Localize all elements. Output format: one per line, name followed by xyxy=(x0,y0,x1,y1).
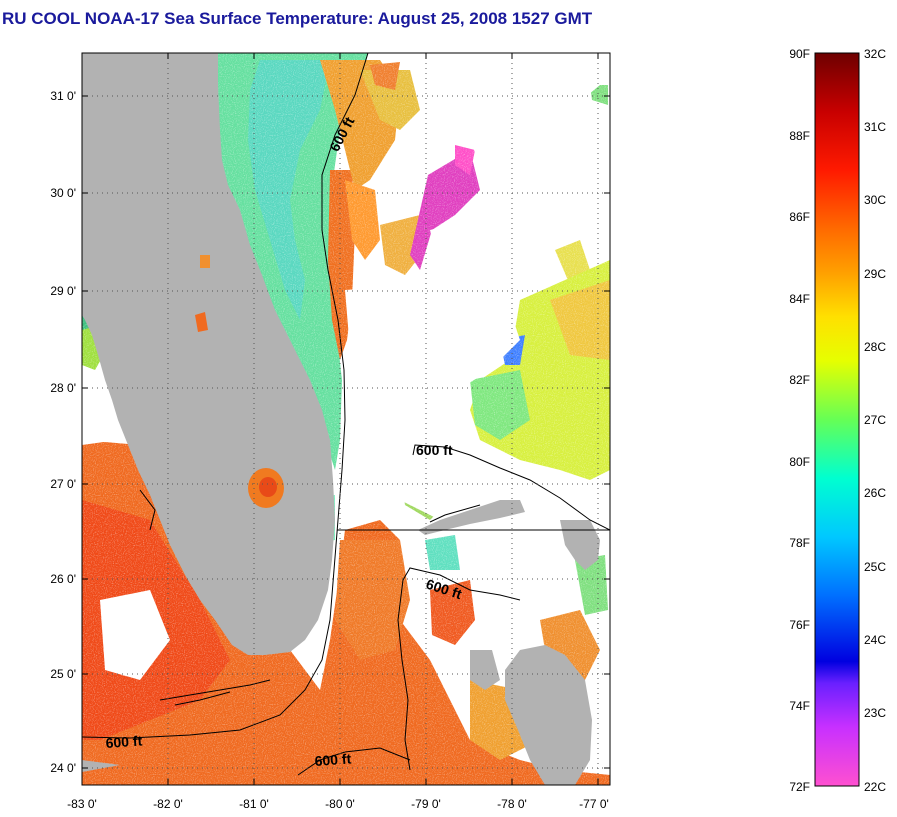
andros-land xyxy=(505,645,592,785)
isobath-line-florida xyxy=(82,53,369,739)
isobath-line-bahamas-north xyxy=(412,444,610,531)
colorbar-celsius-labels: 32C 31C 30C 29C 28C 27C 26C 25C 24C 23C … xyxy=(864,47,886,794)
cb-c-label: 31C xyxy=(864,120,886,134)
contour-label: 600 ft xyxy=(105,732,143,751)
lon-tick-label: -79 0' xyxy=(411,797,441,811)
lon-tick-label: -81 0' xyxy=(239,797,269,811)
lat-tick-label: 25 0' xyxy=(50,667,76,681)
isobath-line-cuba xyxy=(297,747,411,776)
lat-tick-label: 26 0' xyxy=(50,572,76,586)
isobath-contours xyxy=(82,53,610,776)
map-title: RU COOL NOAA-17 Sea Surface Temperature:… xyxy=(2,9,593,28)
cb-c-label: 25C xyxy=(864,560,886,574)
lon-tick-label: -82 0' xyxy=(153,797,183,811)
isobath-line-bahamas-bank xyxy=(402,567,521,601)
cb-f-label: 78F xyxy=(789,536,810,550)
isobath-line-bahamas-west xyxy=(397,579,411,771)
lat-tick-label: 28 0' xyxy=(50,381,76,395)
cb-c-label: 26C xyxy=(864,486,886,500)
abaco-land xyxy=(560,520,600,570)
cb-c-label: 24C xyxy=(864,633,886,647)
latitude-labels: 31 0' 30 0' 29 0' 28 0' 27 0' 26 0' 25 0… xyxy=(50,89,76,775)
cb-f-label: 74F xyxy=(789,699,810,713)
graticule-grid xyxy=(82,53,610,785)
lat-tick-label: 30 0' xyxy=(50,186,76,200)
cb-f-label: 88F xyxy=(789,129,810,143)
coastline-details xyxy=(139,489,481,706)
cb-f-label: 76F xyxy=(789,618,810,632)
lat-tick-label: 29 0' xyxy=(50,284,76,298)
lat-tick-label: 24 0' xyxy=(50,761,76,775)
lon-tick-label: -83 0' xyxy=(67,797,97,811)
contour-label: 600 ft xyxy=(416,442,453,458)
cb-c-label: 22C xyxy=(864,780,886,794)
colorbar: 90F 88F 86F 84F 82F 80F 78F 76F 74F 72F … xyxy=(789,47,886,794)
cb-c-label: 28C xyxy=(864,340,886,354)
cb-f-label: 82F xyxy=(789,373,810,387)
axis-ticks xyxy=(82,53,610,785)
plot-frame xyxy=(81,52,611,786)
lat-tick-label: 27 0' xyxy=(50,477,76,491)
lon-tick-label: -80 0' xyxy=(325,797,355,811)
cb-f-label: 90F xyxy=(789,47,810,61)
cb-c-label: 30C xyxy=(864,193,886,207)
contour-label: 600 ft xyxy=(314,750,352,769)
lon-tick-label: -78 0' xyxy=(497,797,527,811)
lon-tick-label: -77 0' xyxy=(579,797,609,811)
cb-f-label: 86F xyxy=(789,210,810,224)
land-layer xyxy=(82,53,600,785)
cb-c-label: 23C xyxy=(864,706,886,720)
grand-bahama-land xyxy=(418,500,525,535)
cb-f-label: 80F xyxy=(789,455,810,469)
map-plot-area: 600 ft 600 ft 600 ft 600 ft 600 ft xyxy=(82,53,610,785)
lat-tick-label: 31 0' xyxy=(50,89,76,103)
colorbar-gradient xyxy=(814,52,860,787)
colorbar-fahrenheit-labels: 90F 88F 86F 84F 82F 80F 78F 76F 74F 72F xyxy=(789,47,810,794)
cb-f-label: 72F xyxy=(789,780,810,794)
longitude-labels: -83 0' -82 0' -81 0' -80 0' -79 0' -78 0… xyxy=(67,797,609,811)
cb-f-label: 84F xyxy=(789,292,810,306)
cb-c-label: 27C xyxy=(864,413,886,427)
cloud-masks xyxy=(82,60,600,680)
cb-c-label: 29C xyxy=(864,267,886,281)
cb-c-label: 32C xyxy=(864,47,886,61)
